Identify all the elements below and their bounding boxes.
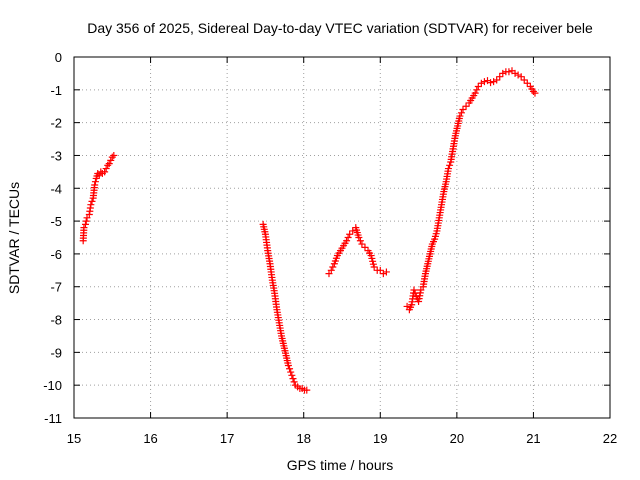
data-point-fill — [91, 178, 99, 186]
data-point — [284, 361, 292, 369]
x-axis-label: GPS time / hours — [287, 457, 394, 473]
data-point — [346, 230, 354, 238]
data-point — [343, 237, 351, 245]
y-tick-label: -2 — [50, 116, 62, 131]
y-tick-label: -7 — [50, 280, 62, 295]
data-point — [511, 69, 519, 77]
data-point — [355, 234, 363, 241]
data-point — [102, 165, 110, 173]
data-point — [410, 286, 418, 294]
data-point — [327, 266, 335, 274]
x-tick-label: 20 — [450, 431, 464, 446]
x-tick-label: 17 — [220, 431, 234, 446]
y-tick-label: 0 — [55, 50, 62, 65]
y-tick-label: -8 — [50, 313, 62, 328]
data-point — [462, 102, 470, 110]
data-point — [477, 79, 485, 87]
data-point — [376, 266, 384, 274]
y-tick-label: -6 — [50, 247, 62, 262]
data-point-fill — [288, 371, 296, 379]
data-point — [490, 78, 498, 86]
data-point — [91, 181, 99, 189]
y-tick-label: -4 — [50, 181, 62, 196]
y-tick-label: -9 — [50, 345, 62, 360]
data-point — [514, 71, 522, 79]
data-point — [456, 112, 464, 120]
data-point — [104, 161, 112, 169]
data-point — [529, 87, 537, 95]
data-point — [101, 168, 109, 176]
data-point — [523, 79, 531, 87]
data-point — [474, 83, 482, 91]
data-point — [370, 263, 378, 271]
axis-ticks: 15 16 17 18 19 20 21 22 0 -1 -2 -3 -4 -5 -6 -7 -8 -9 -10 -1… — [43, 50, 617, 446]
data-point — [349, 227, 357, 235]
data-point — [471, 89, 479, 97]
data-point-fill — [473, 86, 481, 94]
x-tick-label: 16 — [143, 431, 157, 446]
data-point-fill — [446, 161, 454, 169]
data-point-fill — [344, 234, 352, 241]
data-point — [517, 73, 525, 81]
y-tick-label: -5 — [50, 214, 62, 229]
data-point-fill — [82, 217, 90, 225]
y-tick-label: -1 — [50, 83, 62, 98]
data-point — [379, 270, 387, 278]
data-point — [499, 69, 507, 77]
data-point-fill — [286, 365, 294, 373]
data-point — [95, 171, 103, 179]
x-tick-label: 15 — [67, 431, 81, 446]
data-point — [480, 78, 488, 86]
data-point-fill — [88, 197, 96, 205]
data-point — [110, 151, 118, 159]
data-point — [520, 76, 528, 84]
data-point — [531, 89, 539, 97]
y-tick-label: -10 — [43, 378, 62, 393]
data-point — [105, 160, 113, 168]
data-point — [303, 386, 311, 394]
y-tick-label: -3 — [50, 148, 62, 163]
data-point — [496, 73, 504, 81]
x-tick-label: 19 — [373, 431, 387, 446]
data-point — [505, 68, 513, 76]
y-axis-label: SDTVAR / TECUs — [6, 182, 22, 294]
data-point — [289, 375, 297, 383]
data-point — [358, 240, 366, 248]
data-point — [459, 106, 467, 114]
data-point-fill — [329, 263, 337, 271]
data-point-fill — [290, 378, 298, 386]
data-point — [81, 220, 89, 228]
data-point — [444, 165, 452, 173]
data-point — [487, 79, 495, 87]
data-point — [87, 201, 95, 209]
data-point — [108, 153, 116, 161]
chart-title: Day 356 of 2025, Sidereal Day-to-day VTE… — [87, 20, 593, 36]
data-point — [382, 268, 390, 276]
data-point — [107, 156, 115, 164]
data-point — [80, 224, 88, 232]
x-tick-label: 22 — [603, 431, 617, 446]
data-point-fill — [356, 237, 364, 245]
x-tick-label: 18 — [296, 431, 310, 446]
y-tick-label: -11 — [44, 411, 62, 426]
data-points — [79, 67, 539, 394]
data-point — [493, 76, 501, 84]
data-point — [287, 368, 295, 376]
plot-frame — [73, 56, 611, 419]
grid — [74, 57, 610, 418]
x-tick-label: 21 — [526, 431, 540, 446]
data-point-fill — [457, 109, 465, 117]
data-point — [361, 243, 369, 251]
